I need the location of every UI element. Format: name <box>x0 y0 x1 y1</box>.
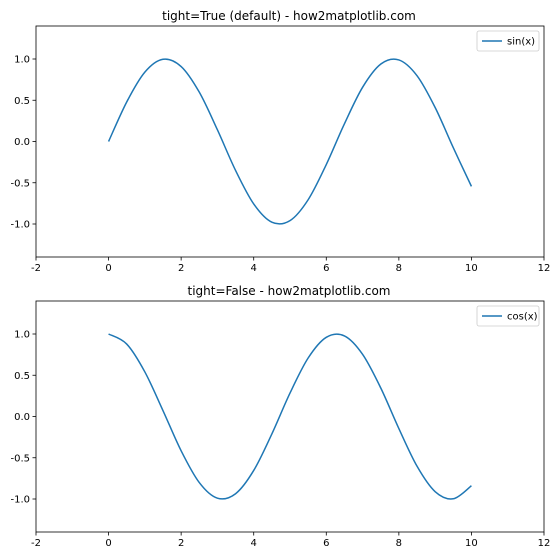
x-tick-label: -2 <box>31 263 41 274</box>
y-tick-label: 1.0 <box>14 330 30 341</box>
axes-frame <box>35 25 545 258</box>
y-tick-label: 0.5 <box>14 96 30 107</box>
x-tick-label: 6 <box>323 538 329 549</box>
x-tick-label: 12 <box>538 538 551 549</box>
chart-title: tight=False - how2matplotlib.com <box>188 284 391 298</box>
chart-bottom: -2 0 2 4 6 8 10 12 -1.0 -0.5 0.0 0.5 1.0 cos(x) tight=… <box>10 284 550 549</box>
chart-title: tight=True (default) - how2matplotlib.co… <box>162 9 416 23</box>
y-tick-label: -0.5 <box>10 178 30 189</box>
x-tick-label: 10 <box>465 263 478 274</box>
series-line <box>108 333 472 500</box>
y-tick-label: 0.0 <box>14 137 30 148</box>
x-tick-label: 8 <box>396 538 402 549</box>
x-tick-label: 8 <box>396 263 402 274</box>
y-tick-label: 1.0 <box>14 55 30 66</box>
x-tick-label: 6 <box>323 263 329 274</box>
chart-top: -2 0 2 4 6 8 10 12 -1.0 -0.5 0.0 0.5 1.0 sin(x) tight=… <box>10 9 550 274</box>
x-tick-label: 0 <box>105 538 111 549</box>
legend-box <box>476 30 540 52</box>
x-tick-label: 12 <box>538 263 551 274</box>
x-tick-label: 4 <box>251 263 257 274</box>
y-tick-label: -0.5 <box>10 453 30 464</box>
x-tick-label: -2 <box>31 538 41 549</box>
legend: sin(x) <box>476 30 540 52</box>
legend-label: cos(x) <box>507 312 538 323</box>
y-tick-label: 0.5 <box>14 371 30 382</box>
x-tick-label: 2 <box>178 263 184 274</box>
y-tick-label: 0.0 <box>14 412 30 423</box>
y-tick-label: -1.0 <box>10 495 30 506</box>
x-tick-label: 2 <box>178 538 184 549</box>
x-tick-label: 4 <box>251 538 257 549</box>
y-tick-label: -1.0 <box>10 220 30 231</box>
legend-box <box>476 305 540 327</box>
x-tick-label: 10 <box>465 538 478 549</box>
legend: cos(x) <box>476 305 540 327</box>
series-line <box>107 58 473 225</box>
x-tick-label: 0 <box>105 263 111 274</box>
legend-label: sin(x) <box>507 37 535 48</box>
